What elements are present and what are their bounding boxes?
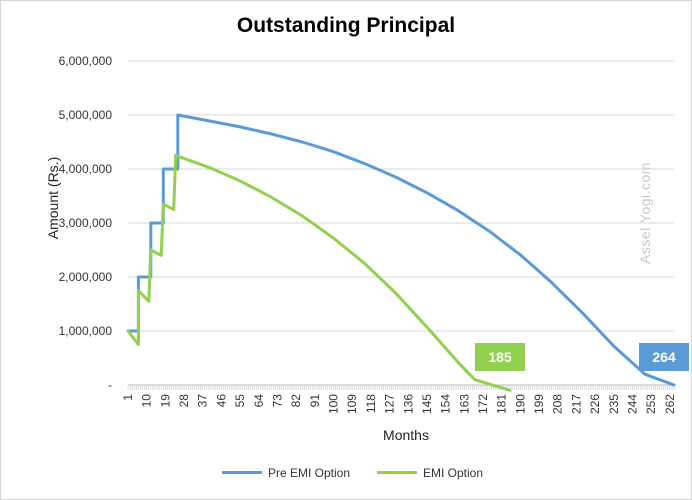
y-tick-label: 5,000,000	[59, 108, 113, 122]
x-tick-label: 73	[270, 394, 284, 408]
x-tick-label: 136	[401, 394, 415, 414]
legend-swatch-pre-emi	[222, 471, 262, 475]
x-tick-label: 37	[196, 394, 210, 408]
callout-264-label: 264	[652, 349, 676, 365]
x-tick-label: 109	[345, 394, 359, 414]
x-tick-label: 262	[663, 394, 677, 414]
y-tick-label: 6,000,000	[59, 54, 113, 68]
x-tick-label: 235	[607, 394, 621, 414]
chart-title: Outstanding Principal	[236, 14, 456, 37]
legend-label-emi: EMI Option	[423, 466, 484, 480]
x-tick-label: 46	[214, 394, 228, 408]
pre-emi-series-line	[126, 113, 676, 387]
x-tick-label: 145	[420, 394, 434, 414]
x-tick-label: 244	[625, 394, 639, 414]
legend-item-emi: EMI Option	[377, 466, 483, 480]
x-tick-label: 181	[495, 394, 509, 414]
x-tick-label: 118	[364, 394, 378, 413]
x-axis-label: Months	[383, 427, 429, 443]
y-tick-label: 2,000,000	[59, 270, 113, 284]
x-tick-label: 100	[327, 394, 341, 414]
x-tick-label: 127	[383, 394, 397, 414]
x-tick-label: 190	[513, 394, 527, 414]
y-tick-label: 1,000,000	[59, 324, 113, 338]
x-tick-label: 64	[252, 394, 266, 408]
x-tick-label: 28	[177, 394, 191, 408]
emi-series-line	[126, 154, 512, 392]
x-tick-label: 253	[644, 394, 658, 414]
x-tick-label: 19	[158, 394, 172, 408]
x-tick-label: 154	[439, 394, 453, 414]
x-tick-label: 199	[532, 394, 546, 414]
x-tick-label: 208	[551, 394, 565, 414]
x-tick-label: 226	[588, 394, 602, 414]
callout-264-box	[639, 343, 689, 371]
legend-swatch-emi	[377, 471, 417, 475]
x-tick-label: 163	[457, 394, 471, 414]
x-tick-label: 217	[569, 394, 583, 414]
x-tick-label: 10	[140, 394, 154, 408]
x-tick-label: 172	[476, 394, 490, 414]
x-tick-label: 55	[233, 394, 247, 408]
callout-185-box	[474, 343, 525, 371]
x-tick-label: 1	[121, 394, 135, 401]
y-tick-label: 4,000,000	[59, 162, 113, 176]
x-tick-label: 91	[308, 394, 322, 408]
callout-185-label: 185	[488, 349, 512, 365]
y-tick-label: -	[108, 378, 112, 392]
x-tick-label: 82	[289, 394, 303, 408]
legend-label-pre-emi: Pre EMI Option	[268, 466, 351, 480]
legend-item-pre-emi: Pre EMI Option	[222, 466, 350, 480]
y-tick-label: 3,000,000	[59, 216, 113, 230]
